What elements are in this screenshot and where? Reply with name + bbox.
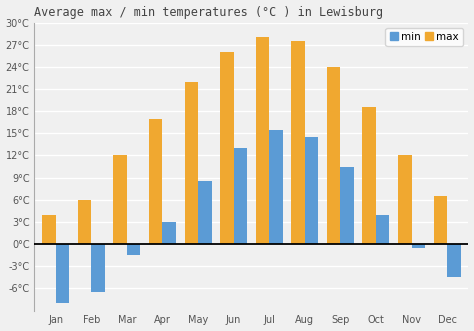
Bar	[91, 244, 105, 292]
Text: Average max / min temperatures (°C ) in Lewisburg: Average max / min temperatures (°C ) in …	[35, 6, 383, 19]
Bar	[113, 156, 127, 244]
Bar	[234, 148, 247, 244]
Bar	[127, 244, 140, 255]
Bar	[434, 196, 447, 244]
Bar	[198, 181, 211, 244]
Legend: min, max: min, max	[385, 28, 463, 46]
Bar	[292, 41, 305, 244]
Bar	[376, 214, 390, 244]
Bar	[340, 166, 354, 244]
Bar	[42, 214, 56, 244]
Bar	[447, 244, 461, 277]
Bar	[363, 108, 376, 244]
Bar	[184, 82, 198, 244]
Bar	[149, 118, 163, 244]
Bar	[78, 200, 91, 244]
Bar	[220, 52, 234, 244]
Bar	[255, 37, 269, 244]
Bar	[305, 137, 319, 244]
Bar	[411, 244, 425, 248]
Bar	[56, 244, 69, 303]
Bar	[327, 67, 340, 244]
Bar	[269, 130, 283, 244]
Bar	[398, 156, 411, 244]
Bar	[163, 222, 176, 244]
